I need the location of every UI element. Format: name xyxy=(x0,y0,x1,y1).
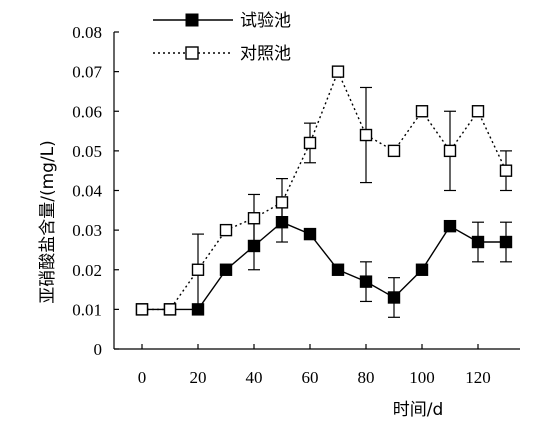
legend-marker-control-pond xyxy=(185,46,199,60)
axes: 0 0.01 0.02 0.03 0.04 0.05 0.06 0.07 0.08 0 20 40 60… xyxy=(72,23,520,387)
data-point-test-pond xyxy=(415,263,429,276)
x-tick-label: 60 xyxy=(302,368,319,387)
data-point-test-pond xyxy=(499,235,513,249)
error-bars xyxy=(192,86,512,318)
data-point-control-pond xyxy=(471,105,485,118)
data-point-control-pond xyxy=(303,136,317,150)
legend-marker-test-pond xyxy=(185,13,199,27)
x-axis-title: 时间/d xyxy=(393,400,444,420)
data-point-control-pond xyxy=(135,303,149,316)
data-point-control-pond xyxy=(387,144,401,158)
data-point-test-pond xyxy=(219,263,233,276)
series-line-0 xyxy=(142,221,506,311)
series-lines xyxy=(142,69,507,311)
data-point-control-pond xyxy=(359,128,373,142)
x-tick-label: 100 xyxy=(409,368,435,387)
x-tick-label: 20 xyxy=(190,368,207,387)
series-line-1 xyxy=(142,69,507,311)
y-tick-label: 0.02 xyxy=(72,261,102,280)
data-point-control-pond xyxy=(191,263,205,276)
data-point-test-pond xyxy=(387,291,401,304)
y-tick-label: 0.08 xyxy=(72,23,102,42)
y-tick-label: 0.05 xyxy=(72,142,102,161)
y-tick-label: 0.03 xyxy=(72,221,102,240)
data-markers xyxy=(135,65,513,316)
data-point-control-pond xyxy=(163,303,177,316)
x-tick-label: 0 xyxy=(138,368,147,387)
x-tick-label: 80 xyxy=(358,368,375,387)
y-axis-title: 亚硝酸盐含量/(mg/L) xyxy=(38,140,58,304)
legend: 试验池 对照池 xyxy=(153,11,291,64)
data-point-control-pond xyxy=(415,105,429,118)
data-point-control-pond xyxy=(247,212,261,225)
y-tick-label: 0.01 xyxy=(72,300,102,319)
y-tick-label: 0.07 xyxy=(72,63,102,82)
data-point-test-pond xyxy=(471,235,485,249)
y-tick-label: 0 xyxy=(94,340,103,359)
data-point-test-pond xyxy=(359,275,373,288)
legend-label-control-pond: 对照池 xyxy=(240,44,291,64)
data-point-test-pond xyxy=(191,303,205,316)
data-point-test-pond xyxy=(443,219,457,233)
y-tick-label: 0.06 xyxy=(72,102,102,121)
data-point-control-pond xyxy=(331,65,345,78)
data-point-control-pond xyxy=(219,223,233,237)
x-tick-label: 120 xyxy=(465,368,491,387)
data-point-test-pond xyxy=(331,263,345,276)
x-tick-label: 40 xyxy=(246,368,263,387)
data-point-test-pond xyxy=(275,215,289,229)
data-point-control-pond xyxy=(275,196,289,209)
data-point-control-pond xyxy=(443,144,457,158)
data-point-test-pond xyxy=(303,227,317,241)
data-point-test-pond xyxy=(247,239,261,253)
legend-label-test-pond: 试验池 xyxy=(240,11,291,31)
data-point-control-pond xyxy=(499,164,513,177)
y-tick-label: 0.04 xyxy=(72,182,102,201)
